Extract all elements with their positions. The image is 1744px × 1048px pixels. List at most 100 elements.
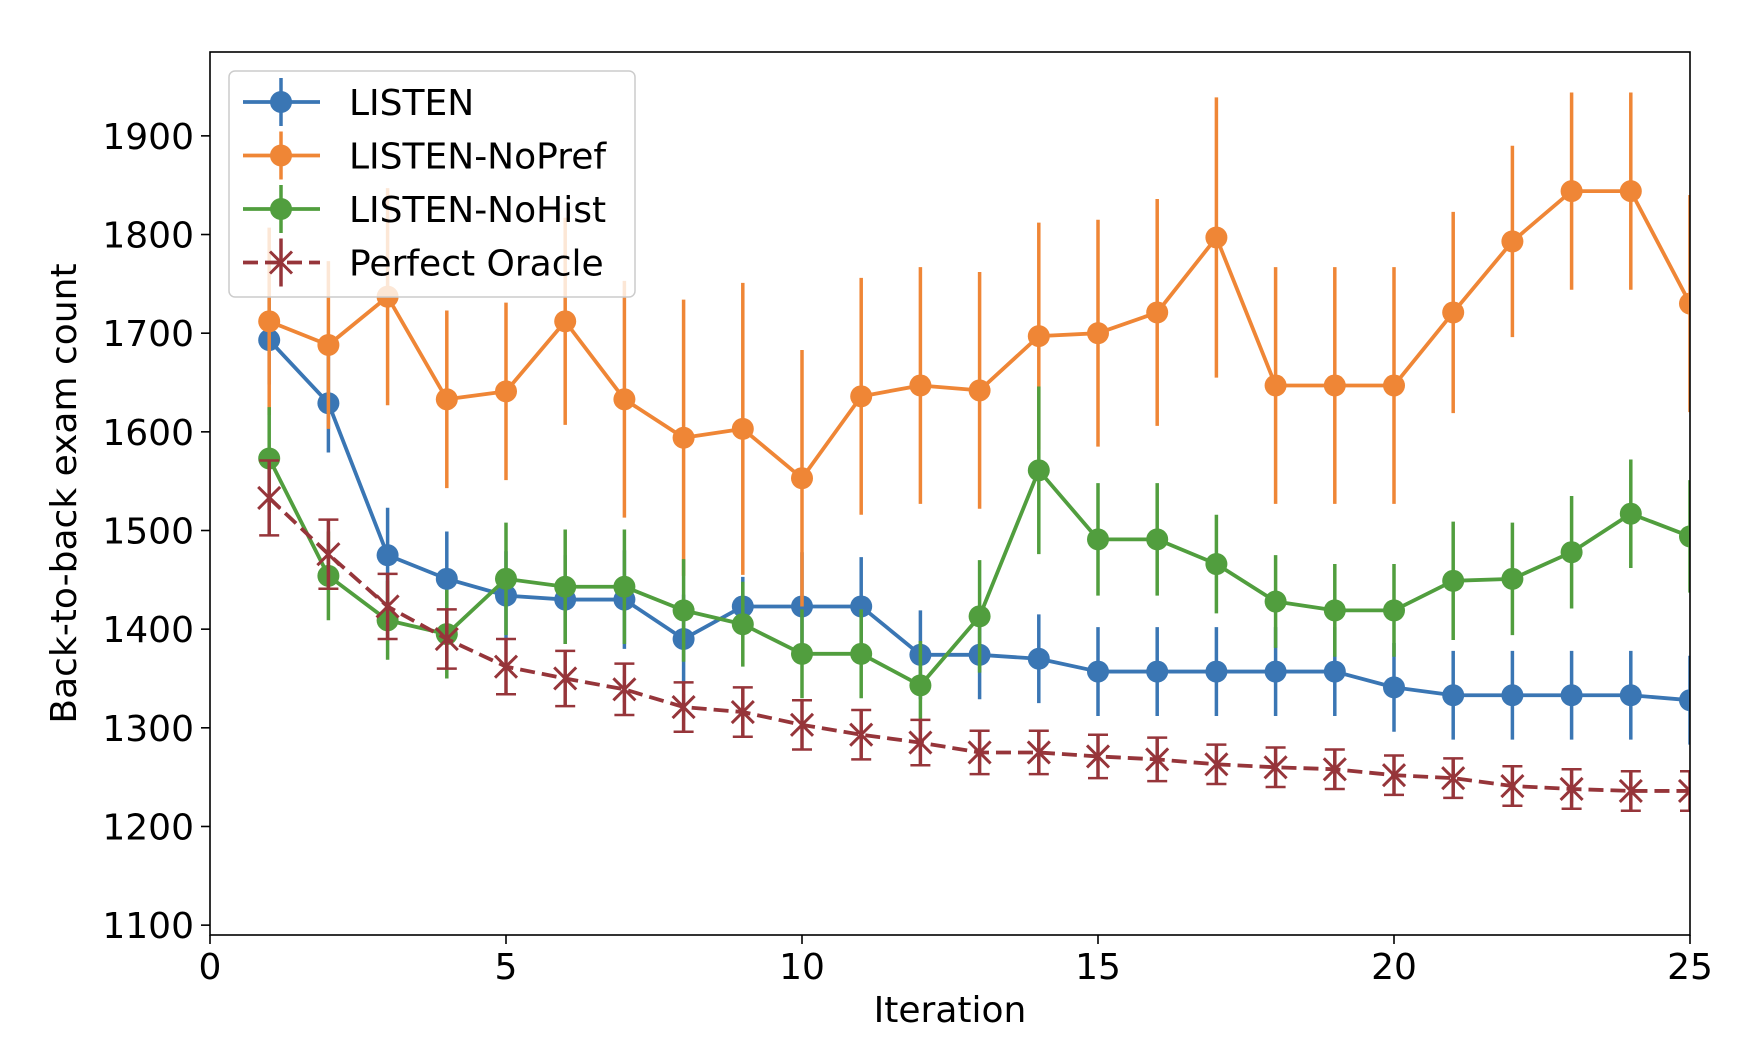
data-point — [672, 426, 695, 449]
data-point — [495, 380, 517, 403]
data-point — [967, 739, 992, 766]
data-point — [1383, 599, 1405, 622]
series-layer — [257, 92, 1690, 812]
legend-label: LISTEN-NoHist — [349, 190, 606, 231]
data-point — [731, 613, 754, 636]
data-point — [1501, 684, 1524, 707]
data-point — [1618, 777, 1643, 804]
data-point — [1442, 684, 1465, 707]
data-point — [968, 605, 991, 628]
data-point — [1085, 743, 1111, 770]
data-point — [968, 379, 991, 402]
x-tick-label: 10 — [779, 947, 825, 988]
data-point — [1560, 684, 1583, 707]
legend-marker — [270, 144, 292, 167]
legend-marker — [268, 249, 294, 276]
data-point — [1619, 502, 1642, 525]
y-tick-label: 1800 — [102, 216, 194, 257]
y-tick-label: 1400 — [102, 610, 194, 651]
legend-item: LISTEN-NoPref — [243, 131, 607, 180]
series-listen-nohist — [258, 386, 1690, 730]
data-point — [1027, 647, 1050, 670]
data-point — [493, 653, 519, 680]
data-point — [730, 699, 755, 726]
data-point — [1679, 689, 1690, 712]
data-point — [850, 595, 873, 618]
x-tick-label: 20 — [1371, 947, 1417, 988]
data-point — [258, 447, 281, 470]
data-point — [435, 567, 458, 590]
data-point — [1323, 599, 1346, 622]
data-point — [909, 674, 932, 697]
data-point — [257, 484, 282, 511]
data-point — [1323, 374, 1346, 397]
data-point — [317, 334, 340, 357]
series-listen-nopref — [258, 92, 1690, 607]
legend-item: LISTEN-NoHist — [243, 185, 606, 233]
data-point — [1442, 301, 1465, 324]
legend-label: LISTEN-NoPref — [349, 137, 607, 178]
data-point — [1501, 567, 1524, 590]
data-point — [375, 593, 400, 620]
data-point — [909, 374, 932, 397]
data-point — [1619, 684, 1642, 707]
data-point — [1323, 660, 1346, 683]
data-point — [850, 642, 873, 665]
data-point — [1146, 301, 1169, 324]
y-tick-label: 1200 — [102, 807, 194, 848]
x-tick-label: 0 — [199, 947, 222, 988]
x-tick-label: 5 — [495, 947, 518, 988]
data-point — [434, 626, 459, 653]
data-point — [554, 575, 577, 598]
data-point — [1442, 569, 1465, 592]
data-point — [376, 544, 399, 567]
data-point — [1383, 676, 1405, 699]
data-point — [1027, 325, 1050, 348]
data-point — [613, 575, 636, 598]
data-point — [1559, 775, 1584, 802]
y-tick-label: 1900 — [102, 117, 194, 158]
data-point — [1560, 180, 1583, 203]
data-point — [1679, 292, 1690, 315]
data-point — [1146, 660, 1169, 683]
plot-frame — [209, 51, 1691, 936]
data-point — [1205, 660, 1228, 683]
legend-item: Perfect Oracle — [243, 238, 604, 287]
data-point — [1619, 180, 1642, 203]
y-tick-label: 1300 — [102, 709, 194, 750]
data-point — [1204, 751, 1229, 778]
y-tick-label: 1100 — [102, 906, 194, 947]
data-point — [850, 385, 873, 408]
data-point — [1322, 756, 1347, 783]
data-point — [1205, 226, 1228, 249]
data-point — [1027, 459, 1050, 482]
data-point — [1205, 553, 1228, 576]
x-tick-label: 25 — [1667, 947, 1713, 988]
y-tick-label: 1700 — [102, 314, 194, 355]
data-point — [1501, 230, 1524, 253]
data-point — [554, 310, 577, 333]
axis-ticks: 0 5 10 15 20 25 1100 1200 1300 1400 1500 1600 1700 18… — [102, 117, 1713, 988]
data-point — [791, 467, 813, 490]
legend-marker — [270, 91, 292, 113]
legend-box — [228, 70, 636, 298]
legend-item: LISTEN — [243, 78, 474, 126]
legend: LISTEN LISTEN-NoPref LISTEN-NoHist Perfect … — [228, 70, 636, 298]
data-point — [1500, 773, 1525, 800]
x-tick-label: 15 — [1075, 947, 1121, 988]
data-point — [1087, 322, 1109, 345]
legend-label: Perfect Oracle — [349, 244, 604, 285]
data-point — [1264, 374, 1287, 397]
y-tick-label: 1600 — [102, 413, 194, 454]
data-point — [1026, 739, 1051, 766]
data-point — [1087, 660, 1109, 683]
data-point — [672, 599, 695, 622]
legend-marker — [270, 198, 292, 220]
y-axis-label: Back-to-back exam count — [44, 263, 85, 723]
data-point — [1679, 525, 1690, 548]
data-point — [495, 567, 517, 590]
data-point — [258, 310, 281, 333]
data-point — [1264, 660, 1287, 683]
data-point — [1677, 777, 1690, 804]
